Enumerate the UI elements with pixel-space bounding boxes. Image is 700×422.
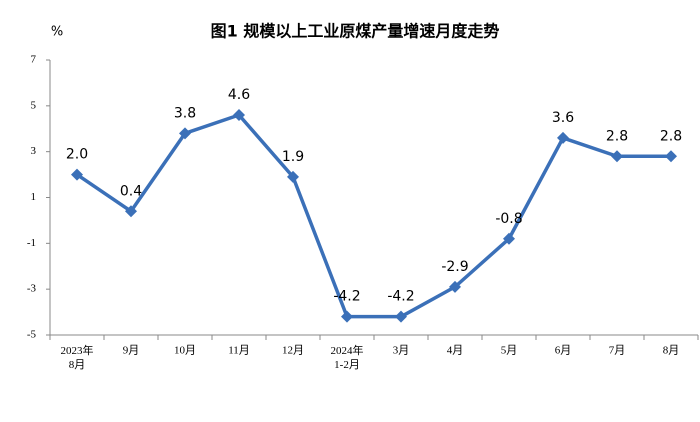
y-tick-label: -3 <box>27 283 37 295</box>
data-point <box>395 310 407 323</box>
data-label: 2.8 <box>660 128 682 144</box>
data-label: 3.6 <box>552 110 574 126</box>
data-point <box>179 127 191 140</box>
data-label: -2.9 <box>441 259 468 275</box>
x-tick-label: 9月 <box>123 345 140 357</box>
data-label: 2.8 <box>606 128 628 144</box>
data-point <box>611 150 623 163</box>
series-line <box>76 113 671 319</box>
data-point <box>71 168 83 181</box>
data-point <box>557 131 569 144</box>
x-tick-label: 7月 <box>609 345 626 357</box>
x-tick-label: 8月 <box>663 345 680 357</box>
data-label: -4.2 <box>333 289 360 305</box>
x-tick-label: 12月 <box>282 345 304 357</box>
data-label: 4.6 <box>228 87 250 103</box>
data-label: 3.8 <box>174 105 196 121</box>
x-tick-label: 5月 <box>501 345 518 357</box>
y-tick-label: -1 <box>27 237 36 249</box>
x-tick-label: 3月 <box>393 345 410 357</box>
data-label: -0.8 <box>495 211 522 227</box>
x-tick-label: 11月 <box>228 345 250 357</box>
data-label: 2.0 <box>66 147 88 163</box>
chart-title: 图1 规模以上工业原煤产量增速月度走势 <box>211 22 500 41</box>
y-tick-label: 7 <box>31 54 37 66</box>
x-tick-label: 10月 <box>174 345 196 357</box>
data-point <box>287 170 299 183</box>
data-point <box>665 150 677 163</box>
x-tick-label: 2023年 8月 <box>61 343 94 371</box>
y-tick-label: 1 <box>31 191 37 203</box>
y-tick-label: -5 <box>27 329 37 341</box>
y-tick-label: 5 <box>31 99 37 111</box>
data-point <box>503 232 515 245</box>
x-tick-label: 6月 <box>555 345 572 357</box>
data-point <box>341 310 353 323</box>
data-label: 1.9 <box>282 149 304 165</box>
data-point <box>233 109 245 121</box>
data-point <box>125 205 137 218</box>
data-point <box>449 280 461 293</box>
data-label: -4.2 <box>387 289 414 305</box>
y-tick-label: 3 <box>31 145 37 157</box>
data-label: 0.4 <box>120 183 142 199</box>
x-tick-label: 4月 <box>447 345 464 357</box>
x-tick-label: 2024年 1-2月 <box>331 343 364 371</box>
y-axis-label: % <box>51 25 63 40</box>
